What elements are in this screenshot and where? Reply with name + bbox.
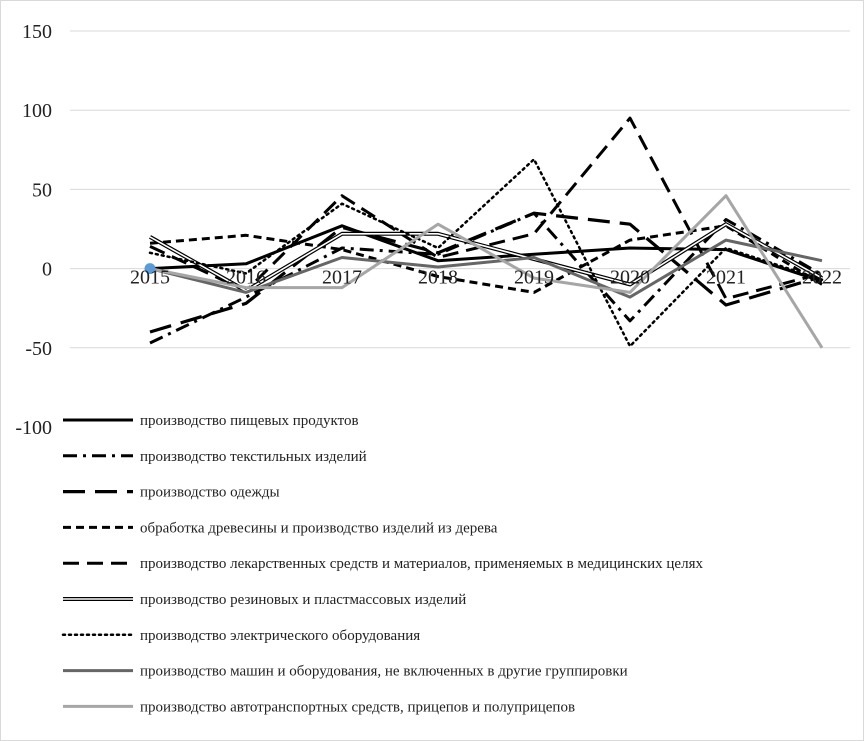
legend-entry: обработка древесины и производство издел… (63, 520, 498, 536)
legend-label: производство одежды (140, 485, 280, 501)
legend-label: производство пищевых продуктов (140, 413, 359, 429)
series-path (149, 194, 824, 349)
legend-entry: производство текстильных изделий (63, 449, 367, 465)
legend-entry: производство машин и оборудования, не вк… (63, 664, 628, 680)
legend-label: производство текстильных изделий (140, 449, 367, 465)
series-path (149, 224, 823, 294)
x-tick-label: 2018 (418, 267, 458, 289)
series-line-6 (149, 222, 823, 293)
y-tick-label: 0 (42, 259, 52, 281)
x-tick-label: 2021 (706, 267, 746, 289)
series-path (149, 116, 823, 301)
legend-label: производство машин и оборудования, не вк… (140, 664, 628, 680)
x-tick-label: 2017 (322, 267, 362, 289)
series-lines (144, 116, 824, 349)
legend-entry: производство лекарственных средств и мат… (63, 556, 703, 572)
x-tick-label: 2019 (514, 267, 554, 289)
x-axis-tick-labels: 2015 2016 2017 2018 2019 2020 2021 2022 (130, 267, 842, 289)
series-path (149, 211, 823, 334)
series-line-inner (149, 223, 823, 292)
series-line-9 (149, 194, 824, 349)
y-tick-label: 100 (22, 100, 52, 122)
legend-entry: производство автотранспортных средств, п… (63, 699, 575, 715)
y-tick-label: -100 (15, 417, 52, 439)
series-line-5 (149, 116, 823, 301)
legend-label: производство резиновых и пластмассовых и… (140, 592, 466, 608)
legend-entry: производство пищевых продуктов (63, 413, 359, 429)
y-tick-label: 50 (32, 179, 52, 201)
y-axis-tick-labels: 150 100 50 0 -50 -100 (15, 21, 52, 439)
y-tick-label: -50 (25, 338, 52, 360)
legend-entry: производство электрического оборудования (61, 628, 420, 644)
x-tick-label: 2016 (226, 267, 266, 289)
series-line-4 (149, 224, 823, 294)
x-tick-label: 2020 (610, 267, 650, 289)
data-point-marker (144, 263, 156, 275)
legend-label: производство лекарственных средств и мат… (140, 556, 703, 572)
legend-entry: производство резиновых и пластмассовых и… (63, 592, 466, 608)
legend-label: производство электрического оборудования (140, 628, 420, 644)
legend-label: производство автотранспортных средств, п… (140, 699, 575, 715)
x-tick-label: 2015 (130, 267, 170, 289)
series-line-3 (149, 211, 823, 334)
legend: производство пищевых продуктов производст… (61, 413, 703, 715)
y-tick-label: 150 (22, 21, 52, 43)
legend-entry: производство одежды (63, 485, 280, 501)
x-tick-label: 2022 (802, 267, 842, 289)
legend-label: обработка древесины и производство издел… (140, 520, 498, 536)
